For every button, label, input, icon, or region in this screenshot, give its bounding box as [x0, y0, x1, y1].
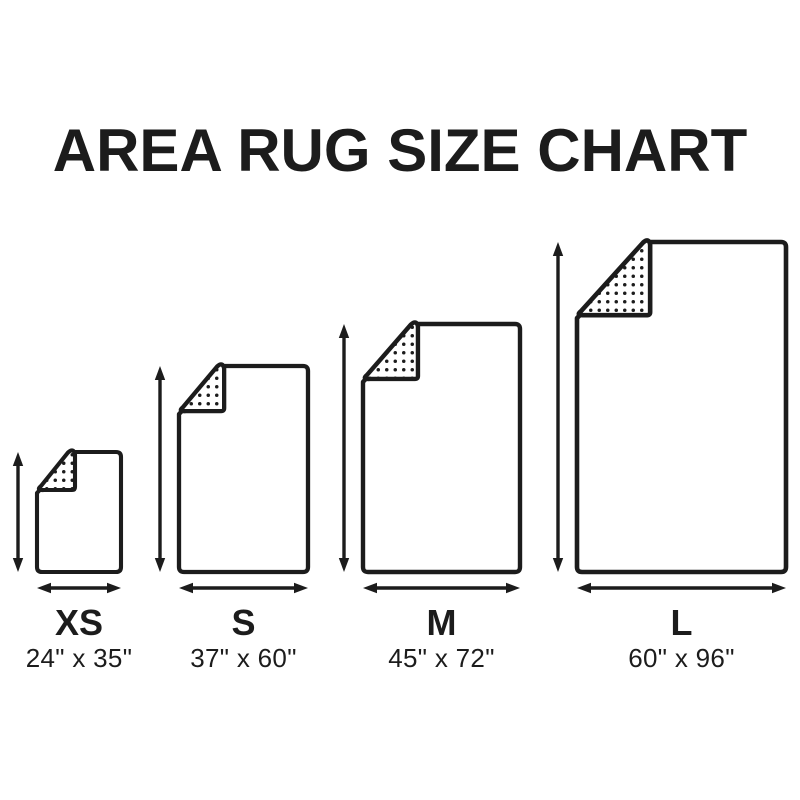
- rug-graphic-s: [154, 362, 311, 594]
- height-arrow: [338, 324, 350, 572]
- height-arrow: [552, 242, 564, 572]
- height-arrow: [12, 452, 24, 572]
- width-arrow: [179, 582, 308, 594]
- width-arrow: [577, 582, 786, 594]
- size-label-xs: XS: [54, 602, 104, 643]
- rug-outline: [176, 363, 311, 575]
- page-title: AREA RUG SIZE CHART: [52, 117, 748, 184]
- size-label-m: M: [426, 602, 457, 643]
- folded-corner: [576, 238, 653, 318]
- size-dimensions-s: 37" x 60": [190, 643, 297, 673]
- width-arrow: [37, 582, 121, 594]
- size-dimensions-m: 45" x 72": [388, 643, 495, 673]
- size-label-l: L: [670, 602, 693, 643]
- folded-corner: [178, 362, 227, 414]
- rug-outline: [34, 449, 124, 575]
- width-arrow: [363, 582, 520, 594]
- folded-corner: [362, 320, 421, 382]
- size-label-s: S: [231, 602, 256, 643]
- folded-corner: [36, 448, 78, 493]
- height-arrow: [154, 366, 166, 572]
- rug-graphic-l: [552, 238, 789, 594]
- rug-graphic-xs: [12, 448, 124, 594]
- size-dimensions-l: 60" x 96": [628, 643, 735, 673]
- rug-outline: [574, 239, 789, 575]
- rug-outline: [360, 321, 523, 575]
- size-dimensions-xs: 24" x 35": [25, 643, 133, 673]
- rug-graphic-m: [338, 320, 523, 594]
